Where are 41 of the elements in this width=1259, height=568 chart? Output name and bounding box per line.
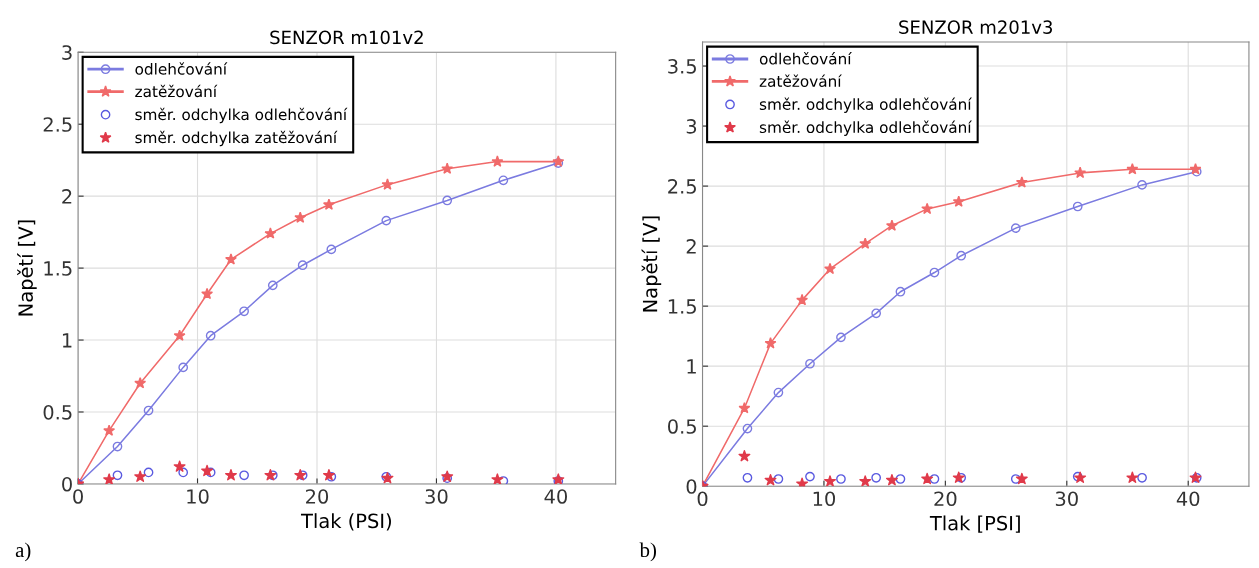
x-tick-label: 30 (425, 489, 448, 504)
y-tick-label: 3 (62, 45, 72, 60)
x-tick-label: 10 (813, 491, 836, 507)
x-axis-title: Tlak [PSI] (929, 515, 1020, 533)
x-tick-label: 20 (934, 491, 957, 507)
x-tick-label: 0 (73, 489, 83, 504)
legend-label: odlehčování (759, 52, 852, 65)
y-tick-label: 3 (686, 119, 697, 134)
x-axis-title: Tlak (PSI) (300, 513, 391, 531)
x-tick-label: 0 (697, 491, 708, 507)
y-tick-label: 1 (687, 359, 696, 374)
y-axis-title: Napětí [V] (17, 220, 37, 316)
x-tick-label: 40 (1176, 491, 1200, 507)
y-tick-label: 0.5 (43, 404, 72, 420)
y-tick-label: 1.5 (668, 299, 696, 314)
y-tick-label: 0 (62, 476, 72, 492)
x-tick-label: 30 (1055, 491, 1078, 507)
y-tick-label: 0 (686, 479, 697, 494)
y-tick-label: 3.5 (668, 59, 696, 74)
y-tick-label: 2 (686, 239, 696, 254)
chart-title: SENZOR m201v3 (899, 20, 1053, 34)
legend-label: směr. odchylka odlehčování (759, 97, 972, 113)
x-tick-label: 20 (306, 489, 329, 504)
y-tick-label: 1.5 (44, 261, 72, 276)
legend-label: směr. odchylka zatěžování (135, 130, 338, 147)
legend-label: odlehčování (135, 62, 228, 75)
text: a) (15, 542, 31, 562)
text: b) (639, 542, 657, 562)
x-tick-label: 40 (544, 489, 567, 504)
y-tick-label: 0.5 (668, 419, 696, 434)
x-tick-label: 10 (187, 489, 209, 504)
chart-title: SENZOR m101v2 (270, 30, 423, 45)
y-tick-label: 1 (62, 333, 72, 348)
legend-label: směr. odchylka odlehčování (759, 120, 972, 137)
y-tick-label: 2 (62, 189, 72, 204)
y-tick-label: 2.5 (668, 179, 696, 194)
legend-label: zatěžování (759, 74, 842, 87)
y-tick-label: 2.5 (43, 117, 72, 132)
legend-label: zatěžování (135, 84, 218, 98)
legend-label: směr. odchylka odlehčování (135, 107, 348, 124)
y-axis-title: Napětí [V] (641, 216, 662, 312)
